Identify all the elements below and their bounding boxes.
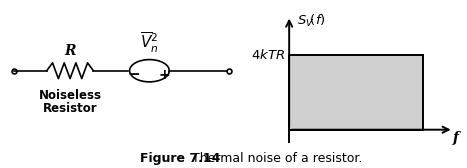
Text: −: − [128, 67, 141, 81]
Circle shape [130, 60, 170, 82]
Text: f: f [453, 131, 459, 144]
Text: Resistor: Resistor [43, 102, 97, 115]
Text: R: R [64, 44, 76, 58]
Text: Thermal noise of a resistor.: Thermal noise of a resistor. [180, 152, 362, 165]
Text: Noiseless: Noiseless [39, 89, 101, 102]
Text: $\overline{V}{_n^2}$: $\overline{V}{_n^2}$ [140, 31, 159, 55]
Text: $4kTR$: $4kTR$ [251, 48, 285, 62]
Text: $S_V\!(f)$: $S_V\!(f)$ [297, 13, 326, 29]
Bar [289, 55, 423, 130]
Text: Figure 7.14: Figure 7.14 [140, 152, 220, 165]
Text: +: + [159, 68, 170, 82]
